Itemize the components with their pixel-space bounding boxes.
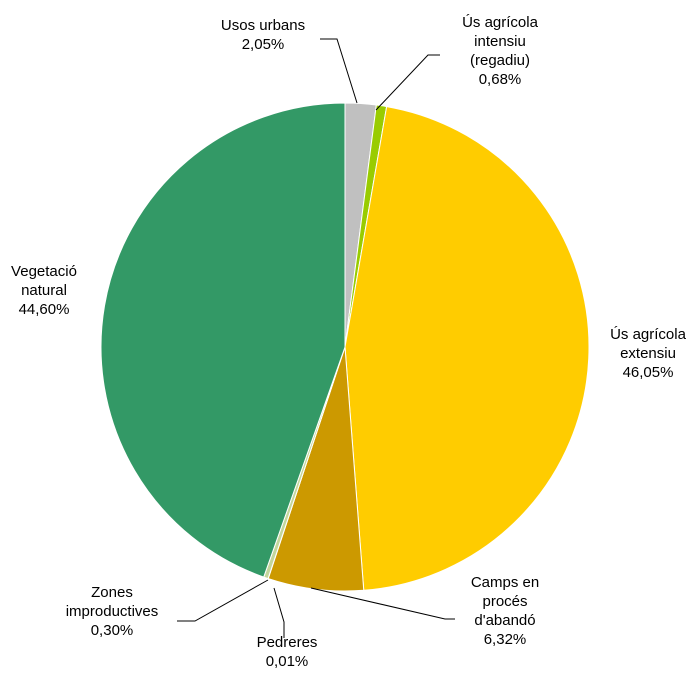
slice-label-line: (regadiu) bbox=[470, 52, 530, 69]
slice-label-4: Pedreres 0,01% bbox=[257, 634, 318, 670]
leader-line-5 bbox=[177, 579, 269, 622]
slice-label-line: 0,30% bbox=[91, 622, 134, 639]
slice-label-line: 6,32% bbox=[484, 631, 527, 648]
slice-label-line: 0,68% bbox=[479, 71, 522, 88]
pie-slice-2 bbox=[344, 106, 590, 591]
slice-label-6: Vegetació natural 44,60% bbox=[11, 263, 77, 318]
slice-label-line: d'abandó bbox=[474, 612, 535, 629]
slice-label-line: Zones bbox=[91, 584, 133, 601]
slice-label-line: 2,05% bbox=[242, 36, 285, 53]
slice-label-line: Vegetació bbox=[11, 263, 77, 280]
slice-label-5: Zones improductives 0,30% bbox=[66, 584, 159, 639]
slice-label-line: Camps en bbox=[471, 574, 539, 591]
slice-label-line: extensiu bbox=[620, 345, 676, 362]
slice-label-line: Pedreres bbox=[257, 634, 318, 651]
leader-line-1 bbox=[375, 54, 440, 111]
slice-label-line: 0,01% bbox=[266, 653, 309, 670]
slice-label-line: Ús agrícola bbox=[610, 326, 687, 343]
slice-label-line: 44,60% bbox=[19, 301, 70, 318]
slice-label-line: natural bbox=[21, 282, 67, 299]
slice-label-0: Usos urbans 2,05% bbox=[221, 17, 305, 53]
slice-label-line: improductives bbox=[66, 603, 159, 620]
leader-line-4 bbox=[273, 587, 285, 638]
slice-label-line: intensiu bbox=[474, 33, 526, 50]
slice-label-line: Ús agrícola bbox=[462, 14, 539, 31]
slice-label-2: Ús agrícola extensiu 46,05% bbox=[610, 326, 687, 381]
slice-label-line: Usos urbans bbox=[221, 17, 305, 34]
leader-lines bbox=[177, 38, 455, 638]
slice-label-3: Camps en procés d'abandó 6,32% bbox=[471, 574, 539, 648]
slice-label-1: Ús agrícola intensiu (regadiu) 0,68% bbox=[462, 14, 539, 88]
slice-label-line: 46,05% bbox=[623, 364, 674, 381]
leader-line-0 bbox=[320, 38, 358, 104]
pie-slices bbox=[100, 102, 590, 592]
leader-line-3 bbox=[310, 587, 455, 620]
slice-label-line: procés bbox=[482, 593, 527, 610]
pie-slice-6 bbox=[100, 102, 346, 578]
slice-labels: Usos urbans 2,05% Ús agrícola intensiu (rega… bbox=[11, 14, 687, 670]
